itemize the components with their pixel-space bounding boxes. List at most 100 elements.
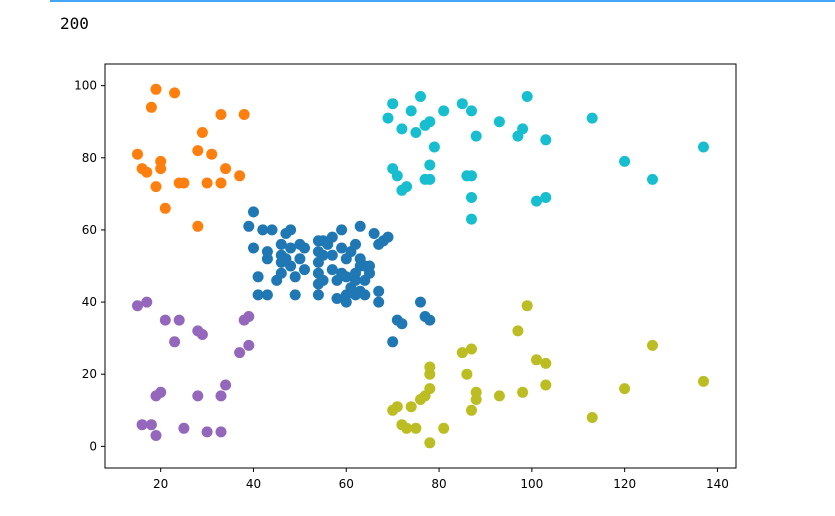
data-point-cluster-2 bbox=[206, 148, 218, 160]
data-point-cluster-1 bbox=[350, 238, 361, 250]
x-tick-label: 120 bbox=[613, 477, 636, 491]
data-point-cluster-1 bbox=[424, 314, 436, 326]
data-point-cluster-5 bbox=[647, 339, 658, 351]
data-point-cluster-4 bbox=[243, 311, 255, 322]
data-point-cluster-3 bbox=[493, 116, 505, 128]
data-point-cluster-4 bbox=[169, 336, 181, 348]
data-point-cluster-3 bbox=[396, 123, 408, 135]
data-point-cluster-1 bbox=[415, 296, 426, 308]
data-point-cluster-4 bbox=[201, 426, 213, 438]
data-point-cluster-1 bbox=[257, 224, 269, 236]
data-point-cluster-1 bbox=[373, 296, 385, 308]
data-point-cluster-4 bbox=[192, 390, 204, 402]
data-point-cluster-5 bbox=[405, 401, 417, 413]
data-point-cluster-2 bbox=[215, 177, 227, 189]
data-point-cluster-5 bbox=[586, 412, 598, 423]
y-axis: 0 20 40 60 80 100 bbox=[74, 79, 105, 453]
data-point-cluster-1 bbox=[340, 296, 352, 308]
data-point-cluster-4 bbox=[215, 390, 227, 402]
data-point-cluster-4 bbox=[173, 314, 185, 326]
data-point-cluster-4 bbox=[136, 419, 148, 431]
data-point-cluster-1 bbox=[326, 249, 338, 261]
data-point-cluster-3 bbox=[540, 134, 552, 146]
y-tick-label: 0 bbox=[89, 439, 97, 453]
data-point-cluster-5 bbox=[531, 354, 542, 366]
data-point-cluster-4 bbox=[220, 379, 232, 391]
data-point-cluster-3 bbox=[415, 91, 426, 102]
data-point-cluster-2 bbox=[132, 148, 143, 160]
data-point-cluster-5 bbox=[512, 325, 524, 337]
data-point-cluster-5 bbox=[391, 401, 403, 413]
data-point-cluster-2 bbox=[196, 127, 208, 138]
data-point-cluster-4 bbox=[141, 296, 153, 308]
data-point-cluster-1 bbox=[373, 285, 385, 297]
data-point-cluster-3 bbox=[470, 130, 482, 142]
data-point-cluster-4 bbox=[234, 347, 246, 359]
data-point-cluster-1 bbox=[285, 224, 297, 236]
data-point-cluster-3 bbox=[387, 98, 399, 110]
data-point-cluster-3 bbox=[382, 112, 394, 124]
data-point-cluster-3 bbox=[466, 170, 477, 182]
data-point-cluster-3 bbox=[586, 112, 598, 124]
data-point-cluster-4 bbox=[132, 300, 143, 312]
y-tick-label: 60 bbox=[82, 223, 97, 237]
data-point-cluster-1 bbox=[350, 274, 361, 286]
data-point-cluster-2 bbox=[192, 220, 204, 232]
y-tick-label: 20 bbox=[82, 367, 97, 381]
data-point-cluster-1 bbox=[289, 289, 301, 301]
data-point-cluster-1 bbox=[312, 289, 324, 301]
data-point-cluster-5 bbox=[410, 422, 422, 434]
data-point-cluster-1 bbox=[336, 224, 348, 236]
data-point-cluster-3 bbox=[410, 127, 422, 138]
data-point-cluster-5 bbox=[424, 361, 436, 373]
data-point-cluster-5 bbox=[698, 375, 709, 387]
data-point-cluster-1 bbox=[243, 220, 255, 232]
data-point-cluster-1 bbox=[252, 271, 264, 283]
data-point-cluster-5 bbox=[401, 422, 413, 434]
data-point-cluster-2 bbox=[220, 163, 232, 175]
data-point-cluster-5 bbox=[540, 357, 552, 369]
x-tick-label: 20 bbox=[153, 477, 168, 491]
data-point-cluster-1 bbox=[336, 242, 348, 254]
data-point-cluster-2 bbox=[159, 202, 171, 214]
data-point-cluster-3 bbox=[647, 173, 658, 185]
data-point-cluster-2 bbox=[201, 177, 213, 189]
data-point-cluster-1 bbox=[326, 231, 338, 243]
data-point-cluster-1 bbox=[261, 289, 273, 301]
data-point-cluster-5 bbox=[466, 404, 477, 416]
data-point-cluster-1 bbox=[396, 318, 408, 330]
data-point-cluster-1 bbox=[340, 271, 352, 283]
data-point-cluster-2 bbox=[169, 87, 181, 99]
data-point-cluster-1 bbox=[317, 249, 329, 261]
data-point-cluster-4 bbox=[178, 422, 190, 434]
data-point-cluster-3 bbox=[619, 155, 631, 167]
data-point-cluster-3 bbox=[531, 195, 542, 207]
data-point-cluster-5 bbox=[438, 422, 450, 434]
data-point-cluster-2 bbox=[150, 181, 162, 193]
data-point-cluster-2 bbox=[150, 83, 162, 95]
data-point-cluster-3 bbox=[424, 159, 436, 171]
data-point-cluster-5 bbox=[424, 383, 436, 395]
data-point-cluster-1 bbox=[248, 206, 259, 218]
data-point-cluster-5 bbox=[521, 300, 533, 312]
data-point-cluster-2 bbox=[178, 177, 190, 189]
data-point-cluster-3 bbox=[424, 116, 436, 128]
x-tick-label: 60 bbox=[339, 477, 354, 491]
data-point-cluster-1 bbox=[299, 264, 310, 276]
data-point-cluster-1 bbox=[266, 224, 278, 236]
data-point-cluster-1 bbox=[387, 336, 399, 348]
data-point-cluster-3 bbox=[438, 105, 450, 117]
data-point-cluster-1 bbox=[299, 242, 310, 254]
data-point-cluster-5 bbox=[461, 368, 473, 380]
data-point-cluster-4 bbox=[155, 386, 167, 398]
data-point-cluster-1 bbox=[364, 260, 375, 272]
data-point-cluster-2 bbox=[155, 163, 167, 175]
data-point-cluster-4 bbox=[215, 426, 227, 438]
data-point-cluster-2 bbox=[145, 101, 157, 113]
data-point-cluster-1 bbox=[275, 238, 287, 250]
data-point-cluster-3 bbox=[466, 192, 477, 203]
data-point-cluster-1 bbox=[354, 220, 366, 232]
data-point-cluster-1 bbox=[289, 271, 301, 283]
data-point-cluster-2 bbox=[238, 109, 250, 120]
